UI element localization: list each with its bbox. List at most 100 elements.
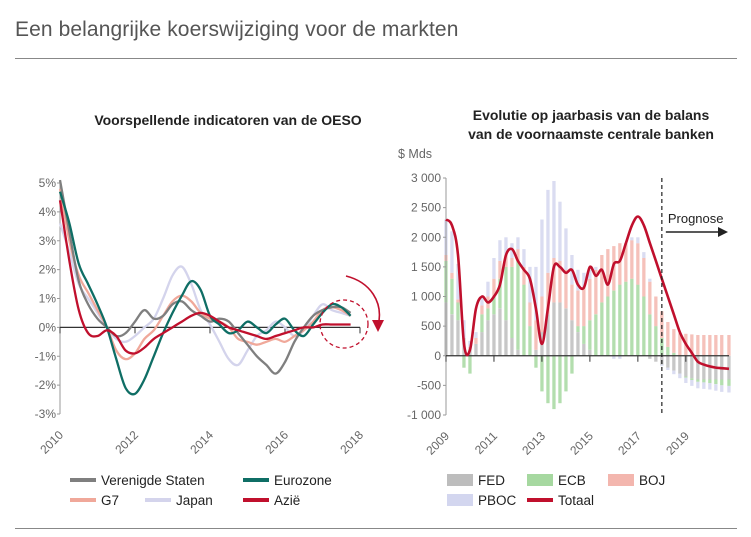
y-tick-label: 2 500 <box>411 201 441 215</box>
bar-fed <box>696 355 700 380</box>
bar-pboc <box>450 231 454 273</box>
x-tick-label: 2018 <box>337 428 366 457</box>
bar-boj <box>552 258 556 303</box>
legend-label: Azië <box>274 493 300 508</box>
bar-fed <box>558 302 562 356</box>
bar-ecb <box>564 355 568 392</box>
bar-boj <box>576 290 580 327</box>
bar-pboc <box>540 219 544 297</box>
bar-ecb <box>708 379 712 383</box>
bar-ecb <box>696 379 700 382</box>
bar-boj <box>528 302 532 327</box>
y-tick-label: 1 500 <box>411 260 441 274</box>
bar-pboc <box>684 377 688 383</box>
bar-ecb <box>612 290 616 356</box>
y-tick-label: 500 <box>421 319 441 333</box>
bar-pboc <box>708 383 712 390</box>
bar-boj <box>702 335 706 356</box>
bar-fed <box>456 320 460 356</box>
bar-ecb <box>714 379 718 385</box>
bar-pboc <box>727 386 731 393</box>
bar-fed <box>648 355 652 359</box>
central-banks-chart: Evolutie op jaarbasis van de balans van … <box>398 107 731 508</box>
bar-fed <box>678 355 682 374</box>
series-line-totaal <box>445 215 730 371</box>
bar-boj <box>564 269 568 309</box>
bar-boj <box>600 255 604 303</box>
legend-label: FED <box>478 473 505 488</box>
left-chart-title: Voorspellende indicatoren van de OESO <box>94 112 361 128</box>
bar-pboc <box>630 237 634 241</box>
bar-fed <box>546 314 550 356</box>
bar-boj <box>696 335 700 356</box>
oeso-indicators-chart: Voorspellende indicatoren van de OESO 5%… <box>35 112 384 508</box>
y-tick-label: -500 <box>417 378 441 392</box>
bar-fed <box>666 355 670 368</box>
bar-boj <box>678 333 682 356</box>
bar-ecb <box>552 355 556 410</box>
legend-label: G7 <box>101 493 119 508</box>
bar-ecb <box>727 379 731 386</box>
legend-swatch-pboc <box>447 494 473 506</box>
bar-pboc <box>720 385 724 392</box>
bar-boj <box>666 322 670 347</box>
y-tick-label: -1 000 <box>407 408 441 422</box>
bar-pboc <box>558 201 562 261</box>
highlight-circle <box>319 299 369 349</box>
bar-ecb <box>630 278 634 356</box>
legend-label: Eurozone <box>274 473 332 488</box>
bar-ecb <box>606 296 610 356</box>
forecast-arrow-head <box>718 227 728 237</box>
legend-label: Totaal <box>558 493 594 508</box>
bar-ecb <box>666 346 670 356</box>
bar-boj <box>498 260 502 279</box>
bar-boj <box>450 272 454 279</box>
bar-ecb <box>528 326 532 356</box>
right-chart-title-line-1: Evolutie op jaarbasis van de balans <box>473 107 710 123</box>
bar-pboc <box>552 181 556 258</box>
bar-ecb <box>504 266 508 321</box>
bar-pboc <box>546 189 550 273</box>
bar-pboc <box>474 332 478 338</box>
bar-fed <box>534 349 538 356</box>
bar-boj <box>570 284 574 321</box>
y-tick-label: 2% <box>39 263 57 277</box>
bar-pboc <box>678 373 682 379</box>
bar-fed <box>480 332 484 356</box>
bar-pboc <box>528 266 532 303</box>
bar-ecb <box>576 326 580 332</box>
forecast-label: Prognose <box>668 211 724 226</box>
bar-ecb <box>570 355 574 374</box>
bar-fed <box>672 355 676 371</box>
bar-pboc <box>660 364 664 366</box>
x-tick-label: 2011 <box>472 429 500 457</box>
bar-ecb <box>624 281 628 356</box>
legend-label: ECB <box>558 473 586 488</box>
bar-ecb <box>720 379 724 386</box>
bar-ecb <box>546 355 550 404</box>
x-tick-label: 2010 <box>37 428 66 457</box>
bar-boj <box>540 296 544 333</box>
bar-pboc <box>576 269 580 291</box>
bar-boj <box>456 299 460 303</box>
bar-pboc <box>594 266 598 270</box>
bar-boj <box>672 329 676 353</box>
bar-boj <box>648 281 652 315</box>
bar-fed <box>570 320 574 356</box>
forecast-marker: Prognose <box>661 178 728 415</box>
bar-pboc <box>492 258 496 279</box>
bar-ecb <box>516 260 520 350</box>
bar-pboc <box>690 380 694 386</box>
bar-boj <box>727 335 731 356</box>
bar-ecb <box>540 355 544 392</box>
bar-pboc <box>702 382 706 389</box>
bar-pboc <box>486 281 490 297</box>
bar-fed <box>510 338 514 356</box>
bar-boj <box>594 269 598 315</box>
legend-label: Verenigde Staten <box>101 473 205 488</box>
bar-boj <box>504 255 508 267</box>
bar-fed <box>516 349 520 356</box>
bar-ecb <box>558 355 562 404</box>
bar-boj <box>660 311 664 338</box>
